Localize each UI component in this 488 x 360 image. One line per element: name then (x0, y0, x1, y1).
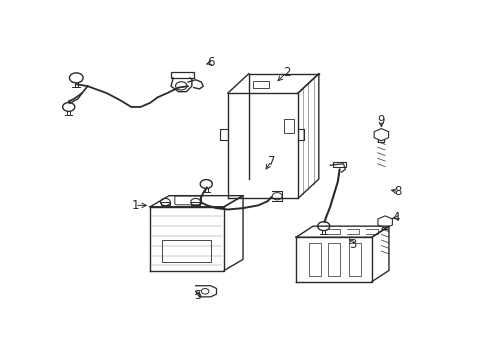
Text: 1: 1 (131, 199, 139, 212)
Bar (161, 240, 210, 262)
Text: 5: 5 (193, 289, 201, 302)
Text: 6: 6 (206, 56, 214, 69)
Bar (348, 243, 360, 276)
Bar (327, 243, 339, 276)
Text: 3: 3 (348, 238, 356, 251)
Bar (309, 243, 320, 276)
Bar (161, 202, 169, 205)
Bar (332, 162, 346, 167)
Text: 8: 8 (394, 185, 401, 198)
Bar (283, 119, 294, 133)
Bar (191, 202, 200, 205)
Text: 4: 4 (392, 211, 400, 224)
Bar (171, 72, 193, 78)
Bar (253, 81, 268, 87)
Text: 7: 7 (267, 154, 275, 167)
Text: 9: 9 (377, 114, 385, 127)
Text: 2: 2 (282, 66, 290, 79)
